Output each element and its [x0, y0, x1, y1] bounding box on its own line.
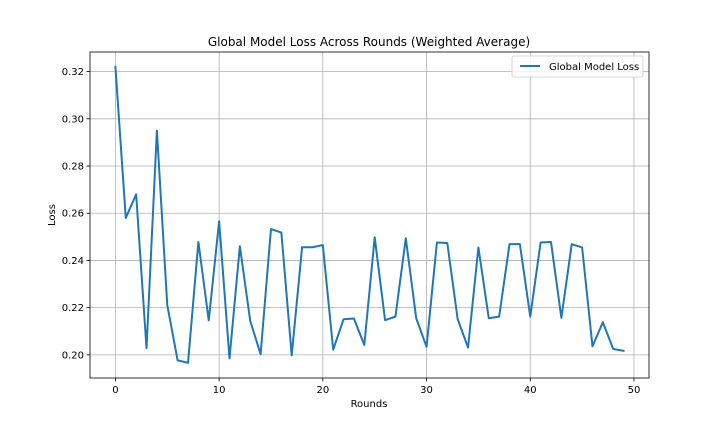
data-point: [291, 354, 293, 356]
data-point: [405, 237, 407, 239]
y-tick-label: 0.22: [62, 303, 84, 314]
y-tick-label: 0.28: [62, 162, 84, 173]
data-point: [623, 350, 625, 352]
data-point: [581, 246, 583, 248]
data-point: [612, 348, 614, 350]
data-point: [239, 245, 241, 247]
data-point: [384, 319, 386, 321]
y-tick-label: 0.32: [62, 67, 84, 78]
y-tick-label: 0.20: [62, 350, 84, 361]
x-tick-label: 40: [524, 385, 537, 396]
data-point: [125, 217, 127, 219]
data-point: [228, 357, 230, 359]
data-point: [394, 316, 396, 318]
data-point: [218, 220, 220, 222]
data-point: [177, 359, 179, 361]
series-line-global-model-loss: [114, 65, 625, 364]
axis-ticks: 0 10 20 30 40 50 0.20 0.22 0.24 0.26 0.28 0.30 0.32: [62, 67, 641, 396]
data-point: [311, 246, 313, 248]
data-point: [114, 66, 116, 68]
y-tick-label: 0.26: [62, 209, 84, 220]
data-point: [260, 353, 262, 355]
legend-box: [511, 55, 644, 78]
legend: Global Model Loss: [511, 55, 644, 78]
data-point: [591, 345, 593, 347]
data-point: [270, 228, 272, 230]
data-point: [519, 243, 521, 245]
x-tick-label: 0: [112, 385, 118, 396]
data-point: [540, 242, 542, 244]
data-point: [332, 349, 334, 351]
data-point: [301, 246, 303, 248]
data-point: [550, 241, 552, 243]
data-point: [477, 246, 479, 248]
data-point: [457, 318, 459, 320]
data-point: [571, 243, 573, 245]
chart-title: Global Model Loss Across Rounds (Weighte…: [208, 35, 530, 49]
data-point: [488, 317, 490, 319]
data-point: [166, 304, 168, 306]
y-tick-label: 0.30: [62, 114, 84, 125]
data-point: [322, 244, 324, 246]
data-point: [560, 317, 562, 319]
data-point: [446, 242, 448, 244]
series-layer: [114, 65, 625, 364]
data-point: [509, 243, 511, 245]
data-point: [280, 232, 282, 234]
plot-background: [90, 52, 649, 378]
data-point: [498, 316, 500, 318]
data-point: [363, 344, 365, 346]
y-tick-label: 0.24: [62, 256, 84, 267]
data-point: [353, 318, 355, 320]
x-tick-label: 50: [628, 385, 641, 396]
data-point: [156, 130, 158, 132]
data-point: [135, 193, 137, 195]
data-point: [602, 321, 604, 323]
x-tick-label: 20: [316, 385, 329, 396]
data-point: [249, 320, 251, 322]
data-point: [197, 241, 199, 243]
data-point: [529, 316, 531, 318]
data-point: [436, 242, 438, 244]
x-tick-label: 30: [420, 385, 433, 396]
data-point: [146, 347, 148, 349]
y-axis-title: Loss: [47, 204, 58, 226]
data-point: [374, 236, 376, 238]
data-point: [208, 319, 210, 321]
data-point: [187, 362, 189, 364]
data-point: [343, 318, 345, 320]
plot-frame: [89, 51, 650, 379]
data-point: [426, 346, 428, 348]
data-point: [467, 347, 469, 349]
x-axis-title: Rounds: [351, 399, 388, 410]
data-point: [415, 317, 417, 319]
x-tick-label: 10: [213, 385, 226, 396]
legend-series-label: Global Model Loss: [549, 62, 639, 73]
